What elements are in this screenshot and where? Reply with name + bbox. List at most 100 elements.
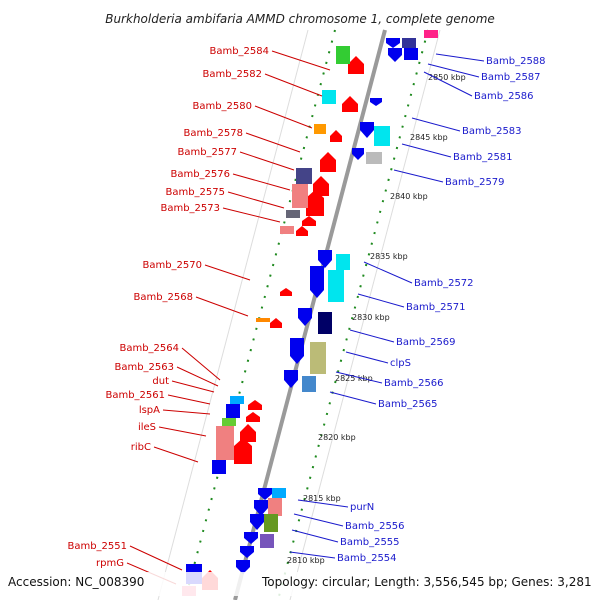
cds-box (230, 396, 244, 404)
forward-gene-arrow (386, 38, 400, 48)
reverse-gene-leader (162, 409, 211, 415)
reverse-gene-label: dut (152, 376, 169, 387)
forward-gene-leader (349, 329, 395, 343)
reverse-gene-arrow (296, 226, 308, 236)
cds-box (296, 168, 312, 184)
reverse-gene-arrow (248, 400, 262, 410)
forward-gene-arrow (310, 266, 324, 298)
forward-gene-leader (289, 551, 336, 559)
reverse-gene-leader (181, 347, 221, 381)
forward-gene-arrow (258, 488, 272, 500)
tick-label: 2815 kbp (303, 494, 341, 503)
forward-gene-label: purN (350, 502, 374, 513)
cds-box (216, 426, 234, 460)
forward-gene-arrow (388, 48, 402, 62)
reverse-gene-label: Bamb_2584 (209, 46, 269, 57)
reverse-gene-leader (264, 73, 323, 97)
forward-gene-arrow (240, 546, 254, 558)
forward-gene-leader (291, 529, 339, 543)
cds-box (264, 514, 278, 532)
reverse-gene-arrow (348, 56, 364, 74)
cds-box (272, 488, 286, 498)
label-layer: Bamb_2584 Bamb_2582 Bamb_2580 Bamb_2578 Bamb… (67, 46, 545, 569)
reverse-gene-leader (171, 380, 215, 393)
tick-label: 2820 kbp (318, 433, 356, 442)
forward-gene-label: Bamb_2569 (396, 337, 456, 348)
reverse-gene-label: ribC (131, 442, 151, 453)
tick-label: 2825 kbp (335, 374, 373, 383)
reverse-gene-leader (227, 191, 285, 209)
cds-box (404, 48, 418, 60)
cds-box (328, 270, 344, 302)
forward-gene-label: Bamb_2566 (384, 378, 444, 389)
outer-guide-left (157, 29, 309, 600)
reverse-gene-leader (239, 151, 295, 171)
tick-label: 2810 kbp (287, 556, 325, 565)
reverse-gene-label: Bamb_2578 (183, 128, 243, 139)
reverse-gene-arrow (342, 96, 358, 112)
reverse-gene-label: Bamb_2561 (105, 390, 165, 401)
forward-gene-leader (357, 293, 405, 308)
map-title: Burkholderia ambifaria AMMD chromosome 1… (105, 12, 495, 26)
forward-gene-label: clpS (390, 358, 411, 369)
reverse-gene-leader (222, 207, 281, 223)
forward-gene-label: Bamb_2579 (445, 177, 505, 188)
forward-gene-leader (427, 63, 480, 78)
forward-gene-arrow (284, 370, 298, 388)
reverse-gene-leader (176, 366, 219, 387)
reverse-gene-arrow (246, 412, 260, 422)
forward-gene-arrow (244, 532, 258, 544)
forward-gene-leader (423, 71, 473, 97)
forward-gene-leader (435, 53, 485, 62)
cds-box (374, 126, 390, 146)
forward-gene-leader (329, 391, 377, 405)
cds-box (318, 312, 332, 334)
reverse-gene-arrow (234, 438, 252, 464)
forward-gene-label: Bamb_2587 (481, 72, 541, 83)
cds-box (314, 124, 326, 134)
reverse-gene-leader (153, 446, 199, 463)
cds-box (336, 46, 350, 64)
tick-label: 2840 kbp (390, 192, 428, 201)
reverse-gene-label: Bamb_2573 (160, 203, 220, 214)
forward-gene-arrow (318, 250, 332, 268)
forward-gene-arrow (360, 122, 374, 138)
forward-gene-arrow (250, 514, 264, 530)
cds-box (260, 534, 274, 548)
leader-layer (126, 50, 485, 585)
cds-box (310, 342, 326, 374)
reverse-gene-label: ileS (138, 422, 156, 433)
reverse-gene-label: Bamb_2575 (165, 187, 225, 198)
tick-layer: 2850 kbp 2845 kbp 2840 kbp 2835 kbp 2830 kbp… (287, 73, 466, 565)
outer-guide-right (289, 29, 441, 600)
forward-gene-label: Bamb_2586 (474, 91, 534, 102)
cds-box (286, 210, 300, 218)
reverse-gene-label: Bamb_2582 (202, 69, 262, 80)
reverse-gene-label: rpmG (96, 558, 124, 569)
reverse-gene-label: lspA (139, 405, 160, 416)
cds-box (212, 460, 226, 474)
reverse-gene-label: Bamb_2568 (133, 292, 193, 303)
reverse-gene-arrow (320, 152, 336, 172)
reverse-gene-arrow (306, 190, 324, 216)
forward-gene-leader (335, 371, 383, 384)
forward-gene-label: Bamb_2556 (345, 521, 405, 532)
tick-label: 2850 kbp (428, 73, 466, 82)
reverse-gene-label: Bamb_2570 (142, 260, 202, 271)
reverse-gene-label: Bamb_2577 (177, 147, 237, 158)
cds-box (222, 418, 236, 426)
reverse-gene-leader (204, 264, 251, 281)
reverse-gene-label: Bamb_2576 (170, 169, 230, 180)
forward-gene-arrow (254, 500, 268, 516)
cds-box (366, 152, 382, 164)
cds-box (302, 376, 316, 392)
footer-band (0, 572, 600, 596)
forward-gene-label: Bamb_2581 (453, 152, 513, 163)
forward-gene-leader (293, 513, 344, 527)
forward-gene-leader (393, 169, 444, 183)
forward-gene-arrow (236, 560, 250, 574)
forward-gene-label: Bamb_2571 (406, 302, 466, 313)
cds-box (322, 90, 336, 104)
forward-gene-arrow (290, 338, 304, 364)
reverse-gene-arrow (280, 288, 292, 296)
